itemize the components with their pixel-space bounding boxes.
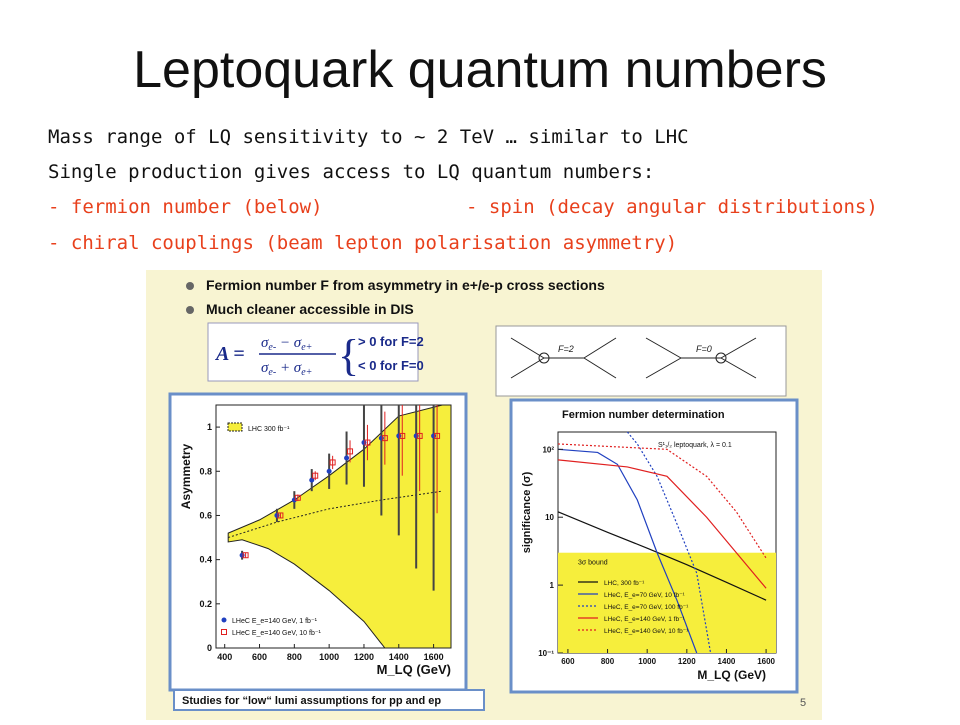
legend-marker [221,617,227,623]
data-point [277,512,284,519]
x-tick-label: 1000 [319,652,339,662]
x-tick-label: 1600 [757,657,775,666]
data-point [413,433,419,439]
data-point [434,432,441,439]
x-tick-label: 1400 [718,657,736,666]
text-line-fermion-number: - fermion number (below) [48,196,323,218]
data-point [344,455,350,461]
legend-label: LHeC, E_e=70 GeV, 10 fb⁻¹ [604,592,686,599]
x-axis-label: M_LQ (GeV) [377,662,451,677]
bullet-cleaner-dis: Much cleaner accessible in DIS [206,301,414,317]
feynman-diagram-box [495,325,787,397]
data-point [364,439,371,446]
data-point [378,435,384,441]
series-line [557,443,767,559]
series-line [557,448,698,654]
y-tick-label: 10⁻¹ [538,649,554,658]
slide-title: Leptoquark quantum numbers [133,41,827,99]
series-line [557,511,767,601]
legend-marker [221,629,227,635]
data-point [396,433,402,439]
feynman-label-f0: F=0 [696,344,712,354]
asymmetry-chart: 400 600 800 1000 1200 1400 1600 0 0.2 0.4 0.6 0.8 1 M… [179,404,452,677]
bullet-fermion-number: Fermion number F from asymmetry in e+/e-… [206,277,605,293]
formula-top-condition: > 0 for F=2 [358,334,424,349]
text-line-mass-range: Mass range of LQ sensitivity to ~ 2 TeV … [48,126,689,148]
x-tick-label: 600 [561,657,575,666]
data-point [326,468,332,474]
data-point [329,459,336,466]
y-tick-label: 1 [550,581,555,590]
y-tick-label: 10 [545,513,554,522]
data-point [309,477,315,483]
data-point [312,472,319,479]
x-tick-label: 1400 [389,652,409,662]
page-number: 5 [800,697,806,709]
x-tick-label: 1000 [638,657,656,666]
bound-region [558,552,776,653]
legend-label: LHeC E_e=140 GeV, 1 fb⁻¹ [232,618,318,625]
formula-box [207,322,419,382]
x-tick-label: 600 [252,652,267,662]
data-point [294,494,301,501]
text-line-single-production: Single production gives access to LQ qua… [48,161,655,183]
lhc-band [227,404,452,649]
x-tick-label: 800 [601,657,615,666]
footer-note: Studies for “low“ lumi assumptions for p… [182,695,441,707]
x-tick-label: 400 [217,652,232,662]
significance-chart: Fermion number determination 3σ bound S¹₁/… [521,409,777,682]
bound-label: 3σ bound [578,560,608,567]
figure-panel: Fermion number F from asymmetry in e+/e-… [146,270,822,720]
feynman-diagram-f2 [510,337,617,379]
data-point [399,432,406,439]
y-tick-label: 1 [207,422,212,432]
legend-label: LHC, 300 fb⁻¹ [604,580,645,587]
y-axis-label: Asymmetry [179,443,193,509]
y-tick-label: 0.6 [199,510,212,520]
x-tick-label: 800 [287,652,302,662]
figure-svg: Fermion number F from asymmetry in e+/e-… [168,277,806,711]
x-tick-label: 1200 [354,652,374,662]
y-tick-label: 0.8 [199,466,212,476]
legend-label: LHC 300 fb⁻¹ [248,426,290,433]
formula-brace: { [338,331,359,380]
y-tick-label: 10² [542,445,554,454]
text-line-chiral-couplings: - chiral couplings (beam lepton polarisa… [48,232,678,254]
legend-label: LHeC, E_e=140 GeV, 10 fb⁻¹ [604,628,689,635]
feynman-label-f2: F=2 [558,344,574,354]
y-tick-label: 0.4 [199,555,212,565]
data-point [361,440,367,446]
x-tick-label: 1600 [424,652,444,662]
data-point [381,435,388,442]
y-axis-label: significance (σ) [521,471,533,553]
legend-swatch [227,422,243,432]
legend-label: LHeC, E_e=70 GeV, 100 fb⁻¹ [604,604,689,611]
formula-bottom-condition: < 0 for F=0 [358,358,424,373]
legend-label: LHeC, E_e=140 GeV, 1 fb⁻¹ [604,616,686,623]
feynman-diagram-f0 [645,337,757,379]
dashed-line [228,490,443,539]
data-point [347,448,354,455]
x-tick-label: 1200 [678,657,696,666]
text-line-spin: - spin (decay angular distributions) [466,196,878,218]
series-line [557,459,767,589]
data-point [274,512,280,518]
bullet-icon [186,282,194,290]
footer-box [173,689,485,711]
annotation: S¹₁/₂ leptoquark, λ = 0.1 [658,442,732,449]
y-tick-label: 0 [207,643,212,653]
data-point [431,433,437,439]
x-axis-label: M_LQ (GeV) [697,668,766,682]
y-tick-label: 0.2 [199,599,212,609]
series-line [626,431,712,654]
formula-lhs: A = [214,343,245,365]
bullet-icon [186,306,194,314]
data-point [416,432,423,439]
data-point [242,552,249,559]
legend-label: LHeC E_e=140 GeV, 10 fb⁻¹ [232,630,322,637]
data-point [239,552,245,558]
chart-title: Fermion number determination [562,409,725,421]
